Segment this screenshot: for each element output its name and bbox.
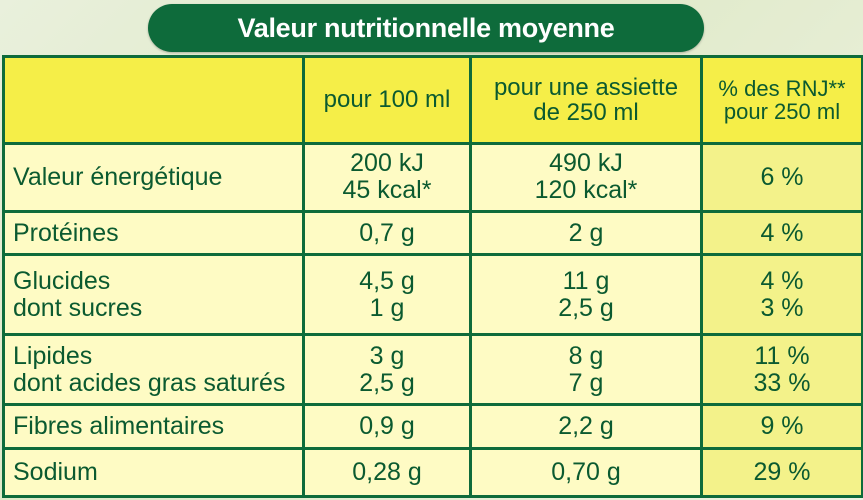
value-rnj-line: 4 %	[760, 218, 804, 247]
value-per-100ml-line: 4,5 g	[359, 266, 415, 295]
value-per-100ml-line: 200 kJ	[350, 149, 424, 178]
value-rnj: 4 % 3 %	[700, 253, 863, 336]
row-label: Protéines	[2, 210, 305, 257]
value-per-100ml-line: 0,7 g	[359, 218, 415, 247]
row-label-line: Sodium	[13, 457, 98, 486]
value-per-serving-line: 2,2 g	[558, 411, 614, 440]
value-rnj: 4 %	[700, 210, 863, 257]
row-label-line: Valeur énergétique	[13, 162, 223, 191]
value-rnj: 9 %	[700, 403, 863, 450]
value-per-100ml-line: 1 g	[369, 293, 405, 322]
row-label: Glucides dont sucres	[2, 253, 305, 336]
value-per-serving: 2,2 g	[469, 403, 703, 450]
value-per-serving-line: 8 g	[568, 341, 604, 370]
value-rnj: 11 % 33 %	[700, 332, 863, 407]
row-label-line: Glucides	[13, 266, 111, 295]
value-per-100ml: 0,28 g	[302, 446, 472, 499]
table-row: Protéines 0,7 g 2 g 4 %	[2, 210, 863, 257]
row-label: Lipides dont acides gras saturés	[2, 332, 305, 407]
value-per-serving-line: 120 kcal*	[534, 176, 638, 205]
table-row: Sodium 0,28 g 0,70 g 29 %	[2, 446, 863, 499]
value-per-100ml: 0,7 g	[302, 210, 472, 257]
header-per-serving-line: pour une assiette	[493, 73, 679, 101]
value-rnj-line: 29 %	[753, 457, 811, 486]
value-per-serving: 2 g	[469, 210, 703, 257]
row-label: Fibres alimentaires	[2, 403, 305, 450]
row-label: Sodium	[2, 446, 305, 499]
header-per-serving-line: de 250 ml	[533, 98, 639, 126]
row-label-line: dont sucres	[13, 293, 143, 322]
row-label-line: Lipides	[13, 341, 93, 370]
header-rnj-line: pour 250 ml	[723, 98, 841, 124]
value-per-serving-line: 7 g	[568, 368, 604, 397]
value-per-100ml-line: 45 kcal*	[342, 176, 432, 205]
header-per-100ml: pour 100 ml	[302, 55, 472, 145]
table-title: Valeur nutritionnelle moyenne	[148, 4, 704, 52]
value-per-serving-line: 2,5 g	[558, 293, 614, 322]
row-label-line: Fibres alimentaires	[13, 411, 225, 440]
value-per-serving-line: 490 kJ	[549, 149, 623, 178]
header-rnj: % des RNJ** pour 250 ml	[700, 55, 863, 145]
value-per-100ml: 0,9 g	[302, 403, 472, 450]
value-per-100ml: 200 kJ 45 kcal*	[302, 141, 472, 214]
value-per-serving: 0,70 g	[469, 446, 703, 499]
value-per-serving: 11 g 2,5 g	[469, 253, 703, 336]
table-row: Fibres alimentaires 0,9 g 2,2 g 9 %	[2, 403, 863, 450]
value-rnj-line: 6 %	[760, 162, 804, 191]
value-rnj: 29 %	[700, 446, 863, 499]
value-per-serving-line: 0,70 g	[551, 457, 621, 486]
value-per-100ml-line: 3 g	[369, 341, 405, 370]
value-rnj: 6 %	[700, 141, 863, 214]
nutrition-table: pour 100 ml pour une assiette de 250 ml …	[2, 55, 863, 499]
header-rnj-line: % des RNJ**	[718, 75, 846, 101]
row-label-line: Protéines	[13, 218, 119, 247]
table-row: Valeur énergétique 200 kJ 45 kcal* 490 kJ 12…	[2, 141, 863, 214]
value-per-serving-line: 2 g	[568, 218, 604, 247]
value-per-100ml-line: 0,28 g	[352, 457, 422, 486]
value-per-serving-line: 11 g	[562, 266, 610, 295]
value-per-100ml: 3 g 2,5 g	[302, 332, 472, 407]
value-per-100ml-line: 0,9 g	[359, 411, 415, 440]
value-rnj-line: 4 %	[760, 266, 804, 295]
value-rnj-line: 3 %	[760, 293, 804, 322]
header-row: pour 100 ml pour une assiette de 250 ml …	[2, 55, 863, 145]
value-rnj-line: 33 %	[753, 368, 811, 397]
header-per-serving: pour une assiette de 250 ml	[469, 55, 703, 145]
value-per-serving: 490 kJ 120 kcal*	[469, 141, 703, 214]
row-label: Valeur énergétique	[2, 141, 305, 214]
value-rnj-line: 9 %	[760, 411, 804, 440]
value-rnj-line: 11 %	[754, 341, 810, 370]
header-blank-cell	[2, 55, 305, 145]
row-label-line: dont acides gras saturés	[13, 368, 286, 397]
value-per-100ml-line: 2,5 g	[359, 368, 415, 397]
